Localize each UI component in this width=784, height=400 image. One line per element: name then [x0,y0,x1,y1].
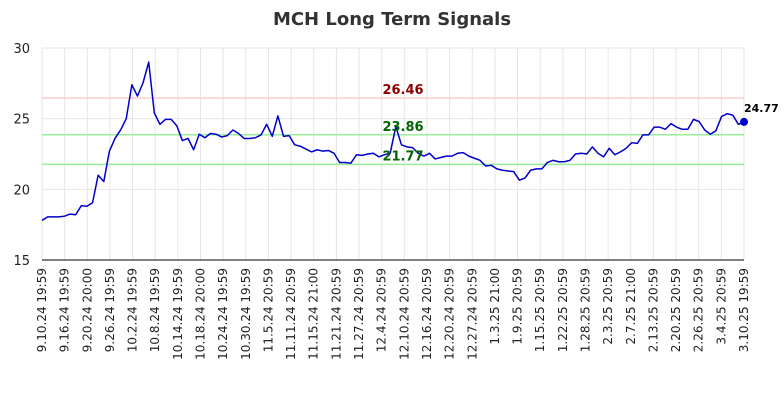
series-line [41,61,745,222]
last-point-marker [740,117,748,126]
x-tick-label: 9.10.24 19:59 [35,268,49,352]
x-tick-label: 10.24.24 19:59 [216,268,230,360]
x-tick-label: 2.20.25 20:59 [669,268,683,352]
y-tick-labels: 15 20 25 30 [13,42,30,269]
y-tick-label: 15 [13,254,30,269]
last-value-label: 24.77 [744,102,779,115]
x-tick-label: 2.26.25 20:59 [692,268,706,352]
x-tick-label: 11.21.24 20:59 [329,268,343,360]
x-tick-label: 11.5.24 20:59 [261,268,275,352]
x-tick-label: 3.4.25 20:59 [714,268,728,345]
series-group [41,61,745,222]
x-tick-label: 10.14.24 19:59 [171,268,185,360]
x-tick-label: 9.16.24 19:59 [58,268,72,352]
x-tick-label: 1.3.25 21:00 [488,268,502,345]
x-tick-label: 2.13.25 20:59 [646,268,660,352]
x-tick-label: 2.3.25 20:59 [601,268,615,345]
x-tick-label: 1.9.25 20:59 [511,268,525,345]
x-tick-label: 9.20.24 20:00 [80,268,94,352]
y-tick-label: 25 [13,113,30,128]
x-tick-label: 3.10.25 19:59 [737,268,751,352]
x-tick-label: 10.30.24 19:59 [239,268,253,360]
x-tick-label: 9.26.24 19:59 [103,268,117,352]
x-tick-label: 1.15.25 20:59 [533,268,547,352]
x-tick-label: 11.27.24 20:59 [352,268,366,360]
x-tick-label: 12.27.24 20:59 [465,268,479,360]
x-tick-label: 12.10.24 20:59 [397,268,411,360]
x-tick-label: 2.7.25 21:00 [624,268,638,345]
x-tick-label: 1.22.25 20:59 [556,268,570,352]
x-tick-label: 1.28.25 20:59 [578,268,592,352]
signal-label: 23.86 [382,120,423,135]
last-point-group: 24.77 [740,102,779,126]
signal-label: 26.46 [382,83,423,98]
x-tick-label: 12.16.24 20:59 [420,268,434,360]
y-tick-label: 30 [13,42,30,57]
signal-lines [42,97,744,166]
signal-label: 21.77 [382,149,423,164]
x-tick-label: 11.11.24 20:59 [284,268,298,360]
chart-title: MCH Long Term Signals [273,9,511,30]
x-tick-labels: 9.10.24 19:59 9.16.24 19:59 9.20.24 20:00 9… [35,268,751,360]
x-tick-label: 11.15.24 21:00 [307,268,321,360]
x-tick-label: 10.8.24 19:59 [148,268,162,352]
x-tick-label: 10.18.24 20:00 [194,268,208,360]
x-tick-label: 12.20.24 20:59 [443,268,457,360]
grid [41,47,745,261]
y-tick-label: 20 [13,183,30,198]
x-tick-label: 12.4.24 20:59 [375,268,389,352]
x-tick-label: 10.2.24 19:59 [126,268,140,352]
signal-labels: 26.46 23.86 21.77 [382,83,423,164]
